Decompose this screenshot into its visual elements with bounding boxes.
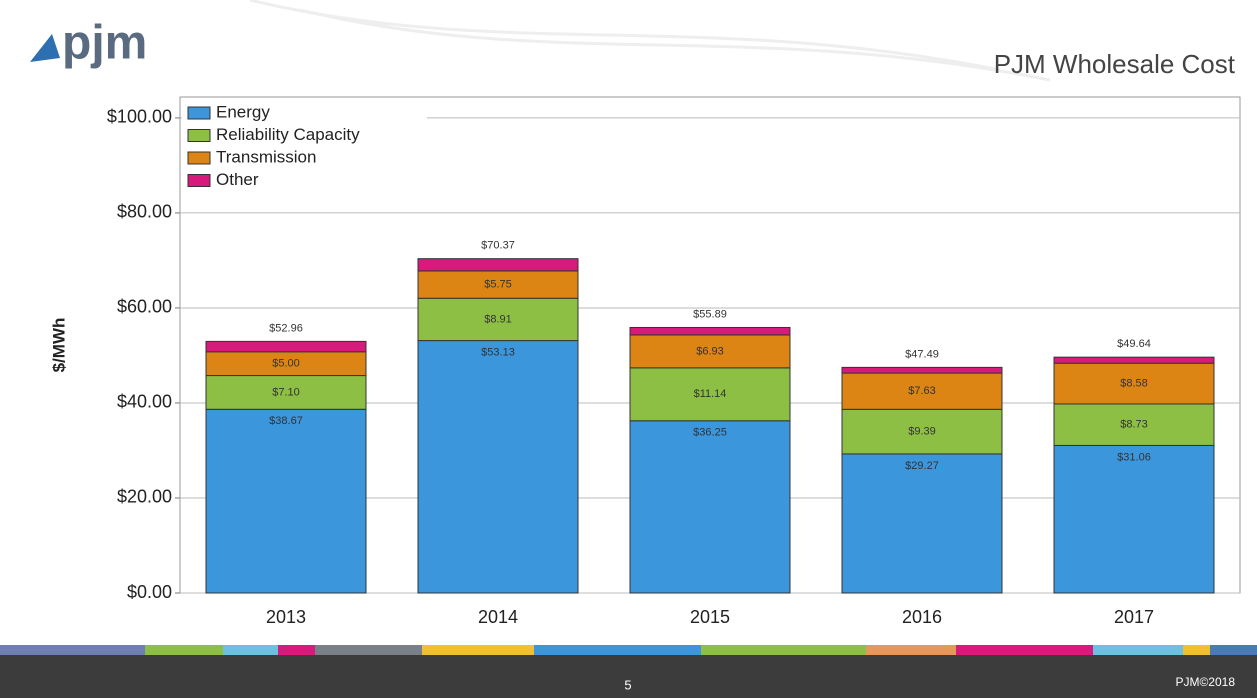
strip <box>422 645 534 655</box>
data-label: $7.63 <box>908 385 936 397</box>
x-tick-label: 2014 <box>478 607 518 627</box>
strip <box>1183 645 1210 655</box>
bar-segment <box>841 408 1003 455</box>
strip <box>534 645 701 655</box>
strip <box>1210 645 1257 655</box>
bar-segment <box>629 420 791 594</box>
logo: pjm <box>62 17 147 70</box>
y-tick-label: $40.00 <box>117 392 172 412</box>
plot: $0.00 $20.00 $40.00 $60.00 $80.00 $100.00 2013… <box>107 96 1241 627</box>
bar-segment <box>629 367 791 422</box>
total-label: $52.96 <box>269 322 303 334</box>
copyright: PJM©2018 <box>1175 675 1235 689</box>
bar-segment <box>841 366 1003 374</box>
legend-label: Reliability Capacity <box>216 125 360 144</box>
legend-swatch <box>187 129 211 142</box>
total-label: $70.37 <box>481 240 515 252</box>
legend-box <box>182 99 427 199</box>
data-label: $5.00 <box>272 358 300 370</box>
legend-label: Other <box>216 170 259 189</box>
x-tick-label: 2017 <box>1114 607 1154 627</box>
strip <box>145 645 223 655</box>
bar-segment <box>629 326 791 336</box>
y-tick-label: $100.00 <box>107 107 172 127</box>
bar-segment <box>1053 444 1215 594</box>
bar-segment <box>417 258 579 272</box>
data-label: $8.91 <box>484 313 512 325</box>
bar-segment <box>841 453 1003 594</box>
data-label: $9.39 <box>908 426 936 438</box>
legend-swatch <box>187 174 211 187</box>
y-tick-label: $60.00 <box>117 297 172 317</box>
bar-segment <box>417 270 579 299</box>
total-label: $49.64 <box>1117 338 1151 350</box>
legend-swatch <box>187 151 211 165</box>
data-label: $8.58 <box>1120 377 1148 389</box>
bar-segment <box>1053 356 1215 364</box>
bar-segment <box>1053 403 1215 446</box>
legend-label: Energy <box>216 102 270 121</box>
legend-swatch <box>187 106 211 120</box>
x-tick-label: 2016 <box>902 607 942 627</box>
x-tick-label: 2013 <box>266 607 306 627</box>
strip <box>315 645 422 655</box>
y-axis-label: $/MWh <box>49 318 68 373</box>
y-tick-label: $80.00 <box>117 202 172 222</box>
data-label: $38.67 <box>269 415 303 427</box>
logo-mark <box>30 34 60 62</box>
data-label: $53.13 <box>481 346 515 358</box>
data-label: $7.10 <box>272 386 300 398</box>
footer-strip <box>0 645 1257 655</box>
data-label: $8.73 <box>1120 419 1148 431</box>
data-label: $5.75 <box>484 278 512 290</box>
bar-segment <box>417 340 579 594</box>
strip <box>0 645 145 655</box>
legend-label: Transmission <box>216 147 316 166</box>
data-label: $36.25 <box>693 427 727 439</box>
total-label: $47.49 <box>905 348 939 360</box>
bar-segment <box>205 375 367 410</box>
data-label: $11.14 <box>694 388 727 400</box>
bar-segment <box>417 297 579 342</box>
bar-segment <box>205 408 367 594</box>
page-number: 5 <box>624 677 631 692</box>
decoration <box>249 0 1051 82</box>
strip <box>278 645 315 655</box>
data-label: $29.27 <box>905 460 939 472</box>
strip <box>956 645 1093 655</box>
y-tick-label: $0.00 <box>127 582 172 602</box>
bar-segment <box>841 372 1003 410</box>
data-label: $31.06 <box>1117 451 1151 463</box>
strip <box>1093 645 1183 655</box>
strip <box>223 645 278 655</box>
x-tick-label: 2015 <box>690 607 730 627</box>
total-label: $55.89 <box>693 308 727 320</box>
data-label: $6.93 <box>696 345 724 357</box>
y-tick-label: $20.00 <box>117 487 172 507</box>
slide-title: PJM Wholesale Cost <box>994 49 1236 79</box>
strip <box>701 645 866 655</box>
strip <box>866 645 956 655</box>
footer-bar <box>0 655 1257 698</box>
bar-segment <box>205 340 367 353</box>
